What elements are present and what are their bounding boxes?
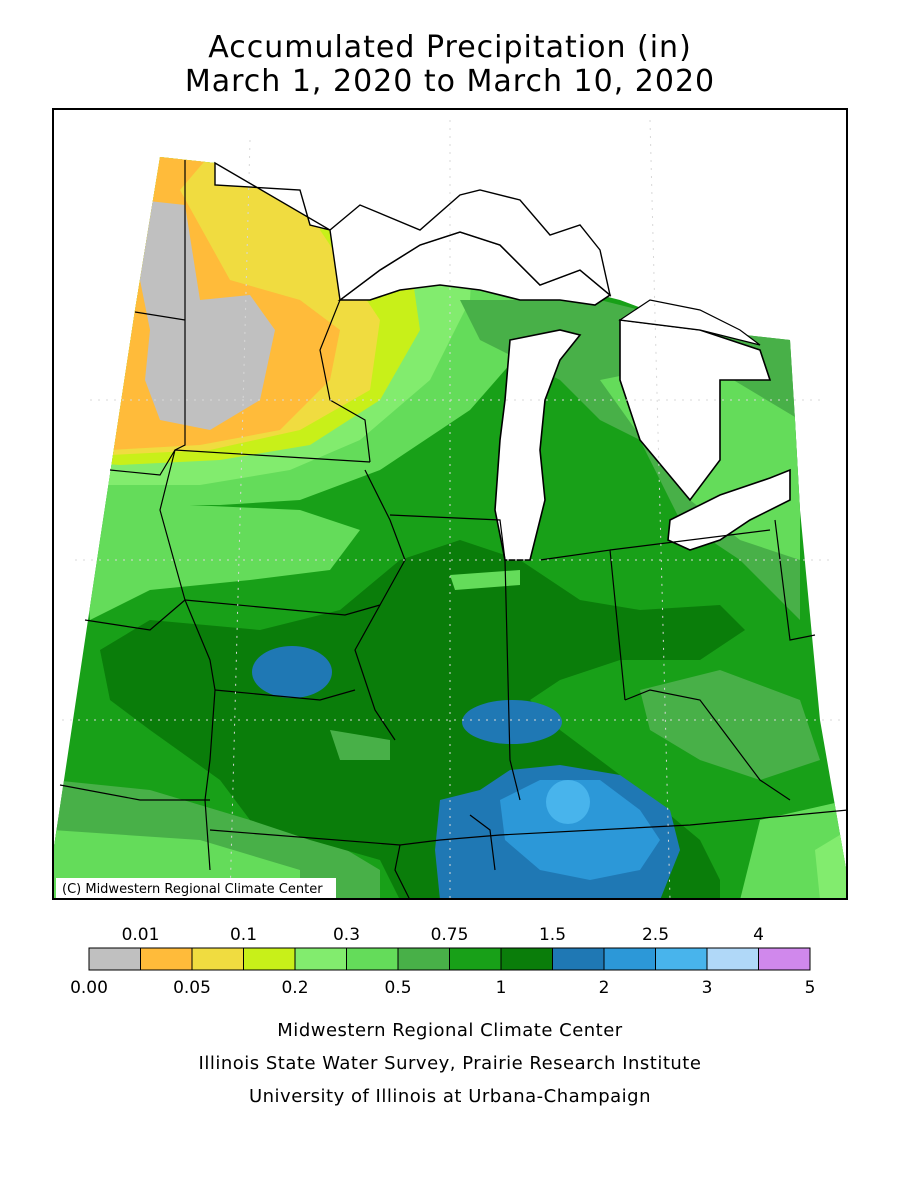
border-nd-sd <box>134 311 186 321</box>
border-ia-mo <box>214 689 356 701</box>
border-oh-ky <box>624 689 791 801</box>
border-ia-il <box>354 469 406 741</box>
map-border <box>52 108 848 900</box>
contour-2.5-3 <box>500 780 660 880</box>
watermark: (C) Midwestern Regional Climate Center <box>62 882 323 897</box>
legend-lower-label-4: 1 <box>496 978 507 998</box>
state-boundaries <box>59 160 848 900</box>
border-mo-ks <box>184 599 216 871</box>
contour-2-2.5-il <box>462 700 562 744</box>
legend-swatch-7 <box>449 947 502 971</box>
legend-lower-label-5: 2 <box>599 978 610 998</box>
legend-swatch-11 <box>655 947 708 971</box>
credit-mrcc: Midwestern Regional Climate Center <box>277 1020 623 1041</box>
legend-upper-label-4: 1.5 <box>539 925 566 945</box>
legend-lower-label-2: 0.2 <box>281 978 308 998</box>
lake-michigan <box>494 329 582 561</box>
precipitation-legend: 0.01 0.1 0.3 0.75 1.5 2.5 4 0.00 0.05 0.2 0.5 1 2 3 5 <box>70 925 816 998</box>
border-mn-ia <box>184 599 381 616</box>
legend-swatch-13 <box>758 947 811 971</box>
watermark-box <box>56 878 336 898</box>
contour-0-0.01-nw <box>138 200 275 430</box>
border-ky-tn <box>439 809 848 841</box>
graticule <box>62 119 840 900</box>
legend-swatch-3 <box>243 947 296 971</box>
border-sd-ia <box>159 449 186 601</box>
legend-swatch-6 <box>397 947 450 971</box>
credit-uiuc: University of Illinois at Urbana-Champai… <box>248 1086 652 1107</box>
contour-3-4 <box>546 780 590 824</box>
legend-swatch-12 <box>706 947 759 971</box>
map-title: Accumulated Precipitation (in) <box>208 30 692 65</box>
legend-swatch-0 <box>88 947 141 971</box>
great-lakes <box>337 231 791 561</box>
legend-lower-label-7: 5 <box>805 978 816 998</box>
legend-lower-label-1: 0.05 <box>173 978 211 998</box>
border-mississippi-river <box>469 814 496 871</box>
border-ar-tn <box>394 844 411 900</box>
legend-swatch-2 <box>191 947 244 971</box>
legend-swatch-5 <box>346 947 399 971</box>
legend-upper-label-2: 0.3 <box>333 925 360 945</box>
canada-area <box>214 161 612 302</box>
legend-lower-label-0: 0.00 <box>70 978 108 998</box>
legend-swatch-1 <box>140 947 193 971</box>
border-ne-ks <box>59 784 210 801</box>
border-sd-mn <box>109 449 371 476</box>
border-in-oh <box>609 529 771 551</box>
lake-huron <box>619 319 772 502</box>
border-ne-ia <box>84 599 186 631</box>
credit-isws: Illinois State Water Survey, Prairie Res… <box>198 1053 702 1074</box>
legend-swatch-10 <box>603 947 656 971</box>
legend-upper-label-6: 4 <box>753 925 764 945</box>
legend-swatch-4 <box>294 947 347 971</box>
precipitation-map: (C) Midwestern Regional Climate Center <box>52 108 848 900</box>
border-nd-mn <box>174 160 186 451</box>
canada-shore <box>618 299 761 346</box>
legend-lower-label-6: 3 <box>702 978 713 998</box>
legend-upper-label-0: 0.01 <box>122 925 160 945</box>
contour-2-2.5-ia <box>252 646 332 698</box>
legend-upper-label-5: 2.5 <box>642 925 669 945</box>
legend-lower-label-3: 0.5 <box>384 978 411 998</box>
map-date-range: March 1, 2020 to March 10, 2020 <box>184 64 716 99</box>
contour-0.3-0.5-pocket <box>450 570 520 590</box>
border-il-in <box>504 559 521 801</box>
legend-upper-label-3: 0.75 <box>431 925 469 945</box>
contour-0.2-0.3-se <box>815 830 848 900</box>
legend-swatch-8 <box>500 947 553 971</box>
lake-erie <box>667 468 791 551</box>
contour-0.5-0.75-pocket <box>330 730 390 760</box>
legend-upper-label-1: 0.1 <box>230 925 257 945</box>
legend-swatch-9 <box>552 947 605 971</box>
border-wi-il <box>389 514 506 561</box>
